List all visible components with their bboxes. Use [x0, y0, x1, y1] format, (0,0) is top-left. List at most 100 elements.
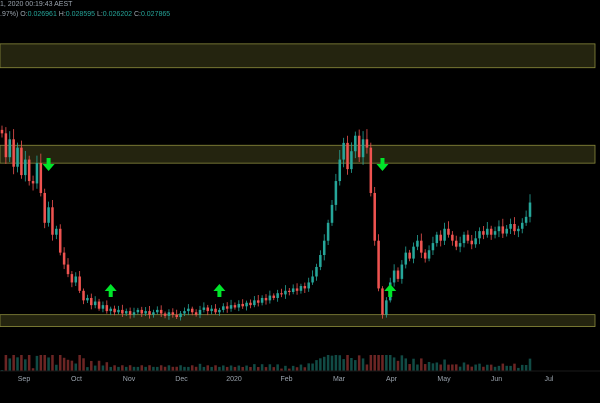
volume-bar	[58, 355, 62, 371]
candle-body	[357, 135, 361, 158]
zone-2	[0, 144, 596, 164]
volume-bar	[392, 357, 396, 371]
volume-bar	[97, 360, 101, 371]
low-label: L:	[96, 11, 103, 18]
volume-bar	[187, 366, 190, 371]
volume-bar	[439, 364, 442, 371]
candle-body	[175, 314, 178, 318]
arrow-up-icon	[104, 284, 117, 297]
volume-bar	[245, 365, 248, 371]
volume-bar	[202, 366, 206, 371]
candle-body	[427, 250, 431, 259]
volume-bar	[128, 365, 132, 371]
candle-body	[66, 264, 70, 275]
volume-bar	[435, 362, 439, 371]
candle-body	[74, 276, 78, 283]
volume-bar	[249, 366, 252, 371]
candle-body	[152, 312, 155, 315]
candle-body	[369, 147, 373, 193]
volume-bar	[31, 368, 35, 371]
candle-body	[311, 276, 314, 283]
x-tick-label: Apr	[386, 376, 398, 383]
candle-body	[528, 202, 532, 217]
candle-body	[447, 228, 450, 235]
candle-body	[280, 293, 283, 295]
x-tick-label: Dec	[175, 376, 188, 383]
candle-body	[420, 240, 423, 253]
volume-bar	[179, 365, 182, 371]
candle-body	[474, 238, 477, 245]
candle-body	[505, 228, 508, 234]
volume-bar	[291, 365, 295, 371]
x-tick-label: May	[437, 376, 451, 383]
candle-body	[206, 307, 210, 312]
candle-body	[458, 243, 462, 247]
candle-body	[326, 222, 330, 241]
volume-bar	[140, 365, 144, 371]
candle-body	[489, 228, 493, 235]
volume-bar	[396, 360, 400, 371]
volume-bar	[233, 366, 237, 371]
candle-body	[392, 270, 396, 283]
volume-bar	[74, 363, 78, 371]
candle-body	[264, 297, 268, 301]
volume-bar	[210, 366, 213, 371]
volume-bar	[423, 364, 427, 371]
candle-body	[202, 307, 206, 310]
candle-body	[183, 311, 186, 314]
candle-body	[78, 276, 81, 291]
candle-body	[210, 308, 213, 312]
candle-body	[470, 240, 474, 245]
zone-1	[0, 43, 596, 69]
candle-body	[501, 226, 505, 234]
volume-bar	[427, 361, 431, 371]
volume-bar	[225, 366, 229, 371]
candle-body	[439, 234, 442, 241]
volume-bar	[132, 366, 136, 371]
volume-bar	[470, 366, 474, 371]
candle-body	[0, 129, 4, 134]
volume-bar	[319, 358, 322, 371]
candle-body	[86, 297, 89, 301]
arrow-up-icon	[384, 284, 397, 297]
volume-bar	[78, 355, 81, 371]
volume-bar	[268, 364, 272, 371]
volume-bar	[4, 355, 8, 371]
candle-body	[148, 311, 151, 315]
candle-body	[194, 312, 198, 315]
volume-bar	[458, 366, 462, 371]
candle-body	[385, 300, 388, 315]
x-tick-label: Oct	[71, 376, 82, 383]
candle-body	[330, 204, 334, 223]
candle-body	[342, 142, 345, 160]
volume-bar	[451, 364, 454, 371]
volume-bar	[229, 365, 233, 371]
volume-bar	[101, 365, 105, 371]
candle-body	[350, 151, 353, 170]
volume-bar	[420, 358, 423, 371]
volume-bar	[66, 359, 70, 371]
volume-bar	[311, 363, 314, 371]
candle-body	[167, 312, 171, 316]
volume-bar	[86, 367, 89, 371]
candle-body	[295, 288, 299, 291]
candle-body	[288, 290, 291, 292]
volume-bar	[520, 364, 524, 371]
volume-bar	[400, 355, 404, 371]
volume-bar	[322, 356, 326, 371]
candle-body	[187, 308, 190, 312]
candle-body	[4, 133, 8, 158]
candle-body	[90, 297, 93, 306]
candle-body	[51, 207, 54, 235]
volume-bar	[447, 364, 450, 371]
candle-body	[396, 270, 400, 279]
candle-body	[249, 302, 252, 306]
candle-body	[105, 305, 109, 312]
volume-bar	[218, 366, 221, 371]
volume-bar	[190, 365, 194, 371]
candle-body	[373, 192, 376, 241]
volume-bar	[517, 367, 520, 371]
volume-bar	[55, 364, 58, 371]
candle-body	[58, 228, 62, 253]
